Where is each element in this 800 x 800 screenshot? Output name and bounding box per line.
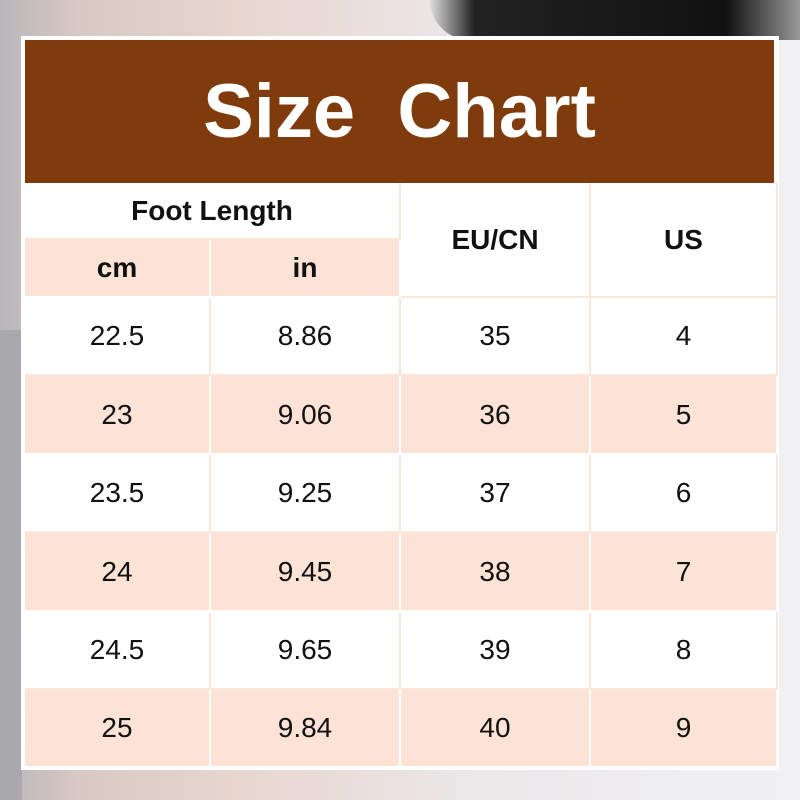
cell-in: 9.45 bbox=[211, 533, 401, 612]
header-foot-length: Foot Length bbox=[25, 183, 401, 240]
cell-eu-cn: 40 bbox=[401, 690, 591, 768]
size-chart: Size Chart Foot Length cm in EU/CN US 22.5 8.8… bbox=[21, 36, 779, 770]
cell-in: 9.25 bbox=[211, 455, 401, 533]
cell-us: 4 bbox=[591, 298, 778, 376]
cell-us: 6 bbox=[591, 455, 778, 533]
cell-cm: 24 bbox=[25, 533, 211, 612]
background-shoe bbox=[430, 0, 800, 40]
cell-us: 5 bbox=[591, 376, 778, 455]
header-cm: cm bbox=[25, 240, 211, 298]
cell-us: 8 bbox=[591, 612, 778, 690]
cell-in: 9.65 bbox=[211, 612, 401, 690]
cell-cm: 24.5 bbox=[25, 612, 211, 690]
header-in: in bbox=[211, 240, 401, 298]
cell-us: 9 bbox=[591, 690, 778, 768]
chart-title: Size Chart bbox=[25, 40, 774, 183]
cell-in: 9.84 bbox=[211, 690, 401, 768]
cell-eu-cn: 35 bbox=[401, 298, 591, 376]
cell-cm: 25 bbox=[25, 690, 211, 768]
cell-cm: 23.5 bbox=[25, 455, 211, 533]
header-eu-cn: EU/CN bbox=[401, 183, 591, 298]
cell-eu-cn: 38 bbox=[401, 533, 591, 612]
cell-eu-cn: 37 bbox=[401, 455, 591, 533]
cell-us: 7 bbox=[591, 533, 778, 612]
cell-eu-cn: 36 bbox=[401, 376, 591, 455]
cell-in: 9.06 bbox=[211, 376, 401, 455]
background-floor bbox=[0, 330, 22, 800]
cell-in: 8.86 bbox=[211, 298, 401, 376]
cell-cm: 23 bbox=[25, 376, 211, 455]
cell-eu-cn: 39 bbox=[401, 612, 591, 690]
cell-cm: 22.5 bbox=[25, 298, 211, 376]
header-us: US bbox=[591, 183, 778, 298]
